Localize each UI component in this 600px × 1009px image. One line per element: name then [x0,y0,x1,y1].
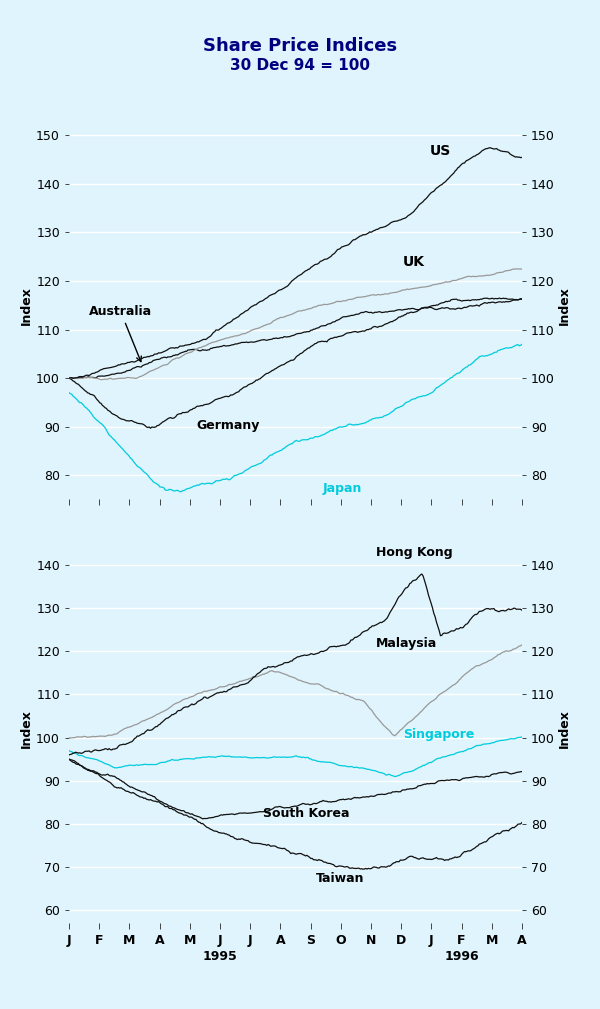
Y-axis label: Index: Index [557,709,571,749]
Y-axis label: Index: Index [20,709,34,749]
Text: US: US [430,143,451,157]
Text: Australia: Australia [89,305,152,361]
Text: Hong Kong: Hong Kong [376,546,453,559]
Y-axis label: Index: Index [557,286,571,325]
Text: Malaysia: Malaysia [376,637,437,650]
Text: 1995: 1995 [203,949,238,963]
Text: Share Price Indices: Share Price Indices [203,37,397,55]
Text: 30 Dec 94 = 100: 30 Dec 94 = 100 [230,58,370,73]
Text: 1996: 1996 [444,949,479,963]
Text: South Korea: South Korea [263,807,349,820]
Y-axis label: Index: Index [20,286,34,325]
Text: Germany: Germany [196,419,259,432]
Text: Taiwan: Taiwan [316,872,365,885]
Text: Singapore: Singapore [403,727,475,741]
Text: UK: UK [403,255,425,269]
Text: Japan: Japan [323,482,362,495]
